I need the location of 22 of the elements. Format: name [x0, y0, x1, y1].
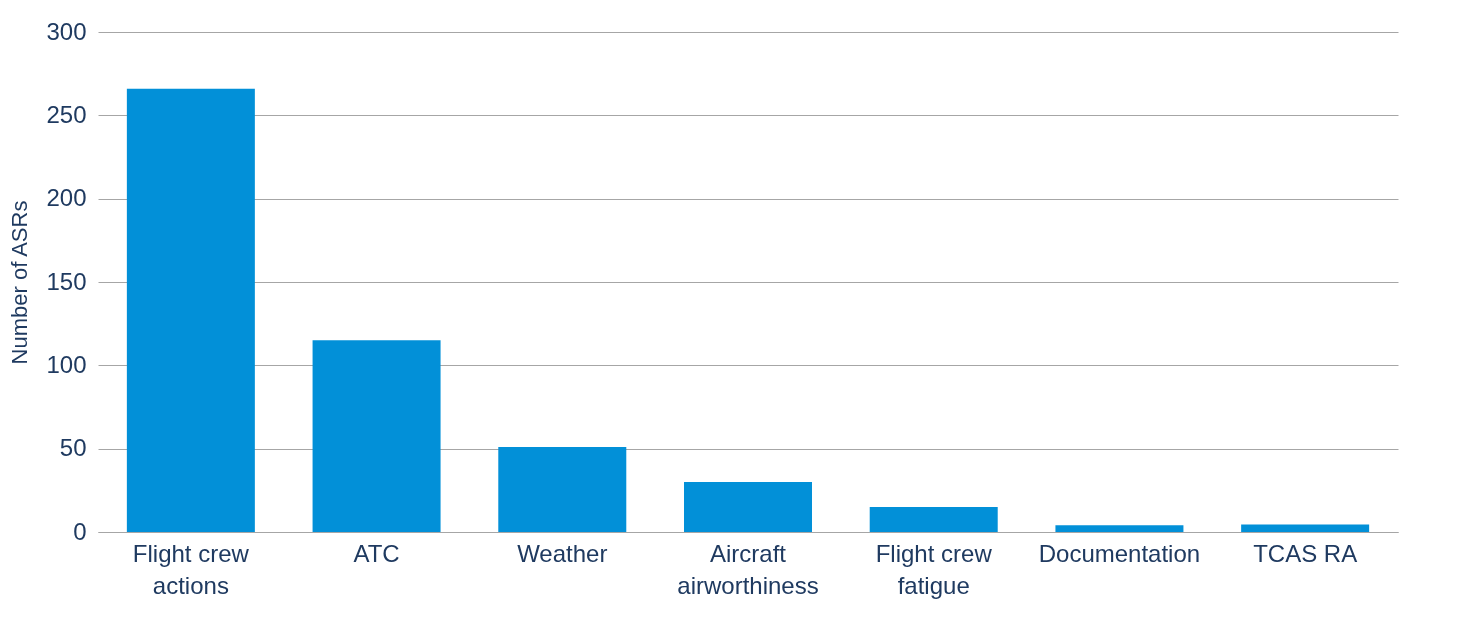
x-tick-label: Flight crew fatigue [875, 539, 993, 599]
bar [1055, 525, 1184, 532]
y-tick-label: 200 [46, 184, 87, 212]
x-tick-label: Documentation [1038, 539, 1201, 567]
y-tick-label: 250 [46, 100, 87, 128]
y-tick-label: 150 [46, 267, 87, 295]
bar [498, 447, 627, 532]
bar [126, 88, 255, 532]
bar [869, 507, 998, 532]
x-tick-label: Aircraft airworthiness [677, 539, 819, 599]
y-tick-label: 100 [46, 350, 87, 378]
bar [1241, 524, 1370, 532]
x-tick-label: TCAS RA [1253, 539, 1358, 567]
y-axis-title: Number of ASRs [7, 200, 33, 365]
x-tick-label: ATC [353, 539, 400, 567]
y-tick-label: 300 [46, 17, 87, 45]
bar [684, 482, 812, 532]
y-tick-label: 50 [59, 434, 87, 462]
x-tick-label: Flight crew actions [132, 539, 250, 599]
y-tick-label: 0 [73, 517, 87, 545]
x-tick-label: Weather [517, 539, 608, 567]
bar [312, 340, 441, 532]
